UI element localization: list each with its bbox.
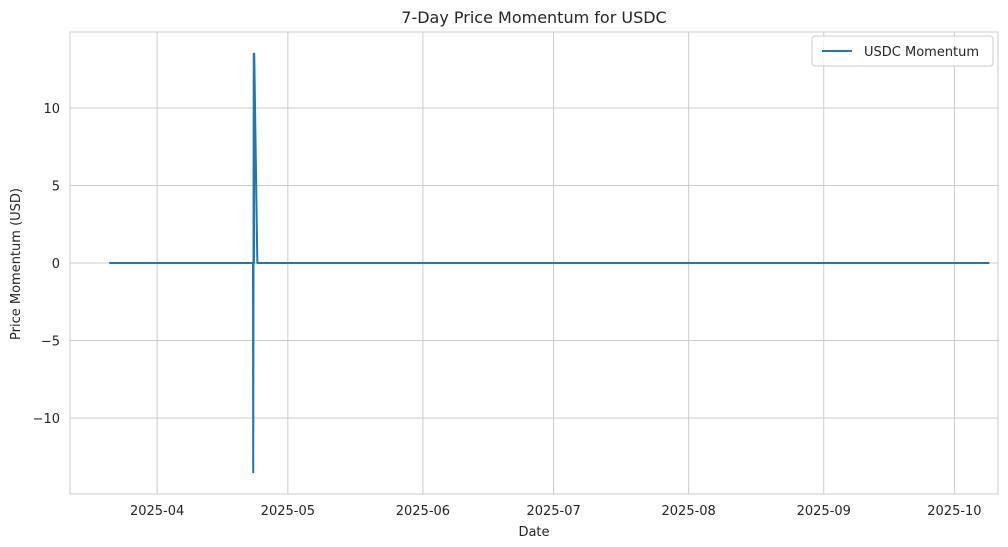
legend-label: USDC Momentum [864, 45, 979, 60]
y-tick-label: 10 [43, 102, 60, 117]
x-tick-label: 2025-10 [927, 504, 981, 519]
y-axis-label: Price Momentum (USD) [9, 188, 24, 340]
y-tick-label: 5 [52, 179, 60, 194]
y-tick-labels: −10 −5 0 5 10 [33, 102, 60, 427]
x-tick-label: 2025-08 [662, 504, 716, 519]
x-tick-label: 2025-07 [526, 504, 580, 519]
y-tick-label: −10 [33, 412, 60, 427]
y-tick-label: 0 [52, 257, 60, 272]
x-axis-label: Date [518, 525, 549, 540]
series-layer [109, 52, 990, 474]
legend-box [811, 35, 994, 67]
chart-title: 7-Day Price Momentum for USDC [401, 8, 666, 27]
x-tick-label: 2025-09 [797, 504, 851, 519]
x-tick-labels: 2025-04 2025-05 2025-06 2025-07 2025-08 2025-… [130, 504, 982, 519]
x-tick-label: 2025-06 [396, 504, 450, 519]
legend: USDC Momentum [811, 35, 994, 67]
x-tick-label: 2025-04 [130, 504, 184, 519]
series-line-usdc-momentum [109, 52, 990, 474]
y-tick-label: −5 [41, 335, 60, 350]
x-tick-label: 2025-05 [261, 504, 315, 519]
plot-frame [69, 31, 999, 495]
